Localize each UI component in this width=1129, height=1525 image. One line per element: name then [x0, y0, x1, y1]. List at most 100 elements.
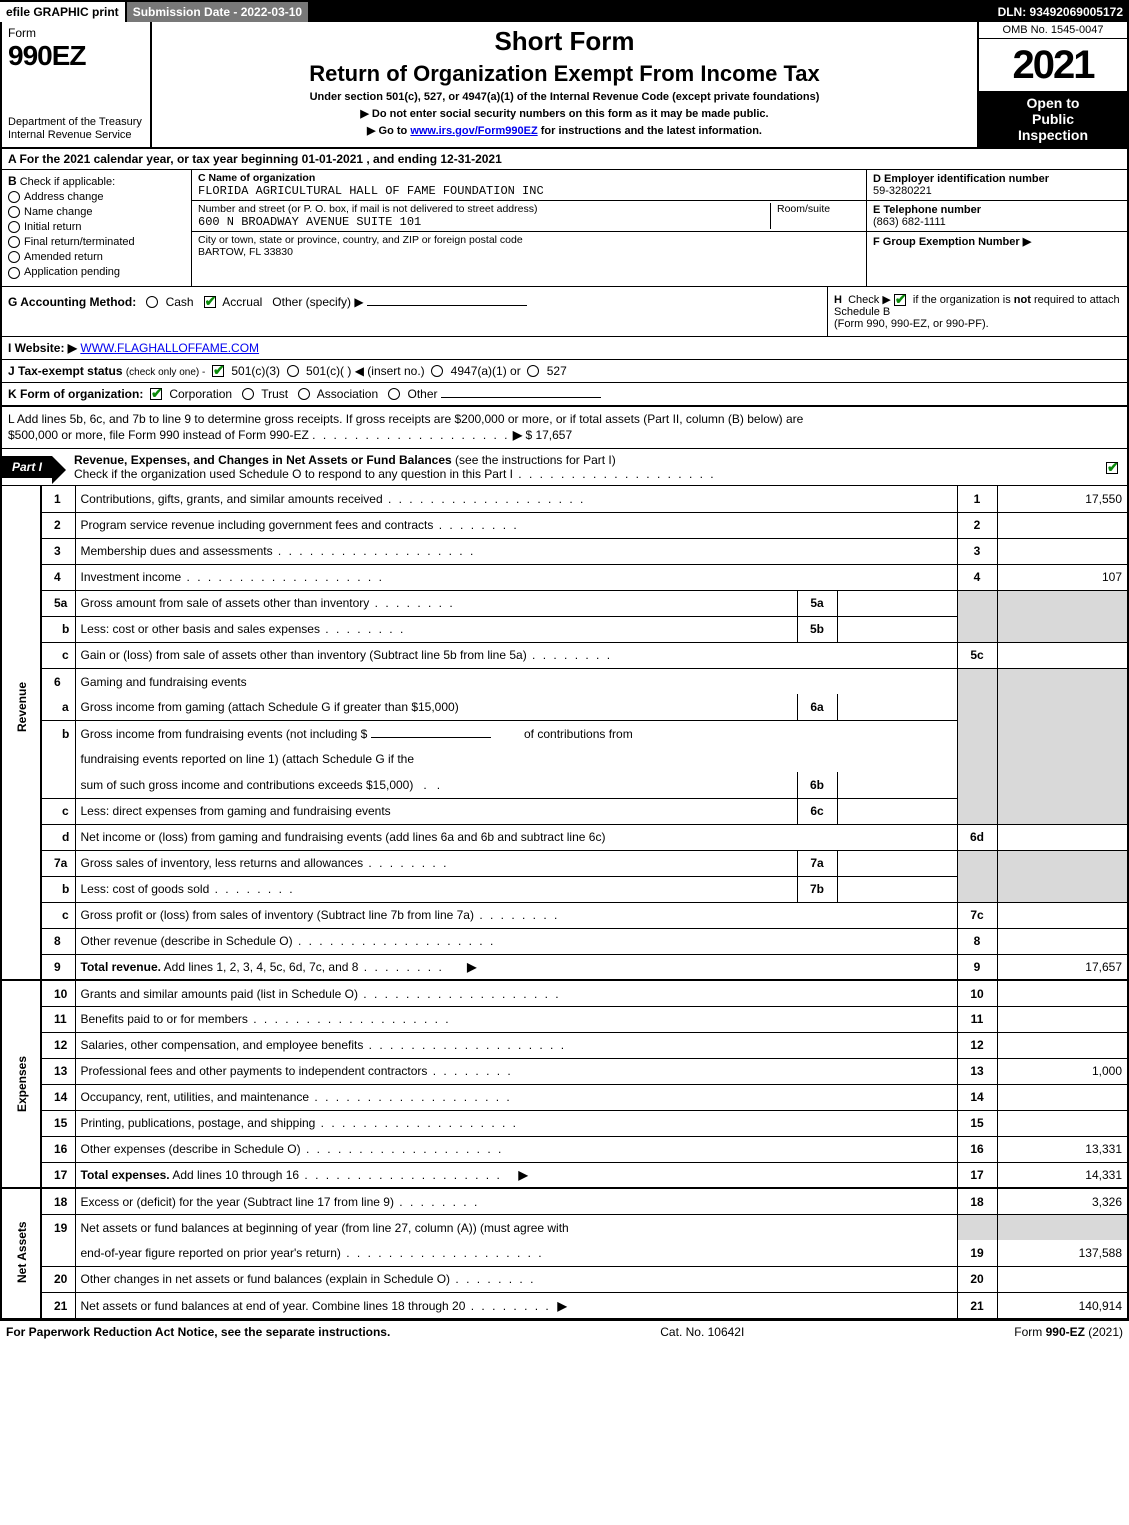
l6b-desc1: Gross income from fundraising events (no…: [75, 720, 957, 746]
row-k-form-org: K Form of organization: ✔ Corporation Tr…: [2, 383, 1127, 407]
l-line2: $500,000 or more, file Form 990 instead …: [8, 428, 309, 442]
l18-num: 18: [41, 1188, 75, 1214]
chk-name-change[interactable]: Name change: [8, 206, 185, 218]
k-assn: Association: [317, 387, 378, 401]
l12-val: [997, 1032, 1127, 1058]
schedule-b-check: H Check ▶ ✔ if the organization is not r…: [827, 287, 1127, 336]
page-footer: For Paperwork Reduction Act Notice, see …: [0, 1320, 1129, 1343]
part-i-header: Part I Revenue, Expenses, and Changes in…: [2, 449, 1127, 486]
l7a-inlab: 7a: [797, 850, 837, 876]
l9-rlab: 9: [957, 954, 997, 980]
k-other: Other: [408, 387, 438, 401]
l6-shade: [957, 668, 997, 694]
chk-501c[interactable]: [287, 365, 299, 377]
chk-trust[interactable]: [242, 388, 254, 400]
l7b-num: b: [41, 876, 75, 902]
chk-corporation[interactable]: ✔: [150, 388, 162, 400]
top-bar: efile GRAPHIC print Submission Date - 20…: [0, 0, 1129, 22]
g-other[interactable]: Other (specify) ▶: [272, 295, 363, 309]
part-i-sub: Check if the organization used Schedule …: [74, 467, 513, 481]
dept-block: Department of the Treasury Internal Reve…: [8, 116, 144, 144]
l21-desc: Net assets or fund balances at end of ye…: [75, 1292, 957, 1318]
l3-desc: Membership dues and assessments: [75, 538, 957, 564]
j-label: J Tax-exempt status: [8, 364, 123, 378]
l1-desc: Contributions, gifts, grants, and simila…: [75, 486, 957, 512]
org-name: FLORIDA AGRICULTURAL HALL OF FAME FOUNDA…: [198, 184, 544, 198]
chk-final-return[interactable]: Final return/terminated: [8, 236, 185, 248]
l2-val: [997, 512, 1127, 538]
g-cash[interactable]: Cash: [166, 295, 194, 309]
l15-desc: Printing, publications, postage, and shi…: [75, 1110, 957, 1136]
chk-schedule-b[interactable]: ✔: [894, 294, 906, 306]
section-b: B Check if applicable: Address change Na…: [2, 170, 192, 286]
l9-val: 17,657: [997, 954, 1127, 980]
l6c-inval: [837, 798, 957, 824]
l5a-shade2: [997, 590, 1127, 616]
chk-other-org[interactable]: [388, 388, 400, 400]
l-arrow: ▶: [513, 428, 522, 442]
org-street-row: Number and street (or P. O. box, if mail…: [192, 201, 866, 232]
part-i-grid: Revenue 1 Contributions, gifts, grants, …: [2, 486, 1127, 1318]
chk-527[interactable]: [527, 365, 539, 377]
l14-val: [997, 1084, 1127, 1110]
ein-value: 59-3280221: [873, 185, 932, 197]
l11-desc: Benefits paid to or for members: [75, 1006, 957, 1032]
l19-rlab: 19: [957, 1240, 997, 1266]
chk-address-change[interactable]: Address change: [8, 191, 185, 203]
revenue-side-label: Revenue: [2, 486, 41, 928]
l13-num: 13: [41, 1058, 75, 1084]
l11-num: 11: [41, 1006, 75, 1032]
l7b-inlab: 7b: [797, 876, 837, 902]
l6d-num: d: [41, 824, 75, 850]
right-info: D Employer identification number 59-3280…: [867, 170, 1127, 286]
l6b-desc3: sum of such gross income and contributio…: [75, 772, 797, 798]
goto-link[interactable]: www.irs.gov/Form990EZ: [410, 125, 537, 137]
l18-rlab: 18: [957, 1188, 997, 1214]
l16-desc: Other expenses (describe in Schedule O): [75, 1136, 957, 1162]
l12-desc: Salaries, other compensation, and employ…: [75, 1032, 957, 1058]
chk-schedule-o[interactable]: ✔: [1101, 460, 1127, 474]
l10-rlab: 10: [957, 980, 997, 1006]
no-ssn-note: ▶ Do not enter social security numbers o…: [160, 107, 969, 120]
l6a-inval: [837, 694, 957, 720]
j-501c3: 501(c)(3): [231, 364, 280, 378]
chk-4947a1[interactable]: [431, 365, 443, 377]
goto-pre: ▶ Go to: [367, 125, 410, 137]
g-accrual[interactable]: Accrual: [222, 295, 262, 309]
j-note: (check only one) -: [126, 367, 205, 378]
chk-association[interactable]: [298, 388, 310, 400]
l11-val: [997, 1006, 1127, 1032]
chk-amended-return[interactable]: Amended return: [8, 251, 185, 263]
l7a-num: 7a: [41, 850, 75, 876]
efile-label[interactable]: efile GRAPHIC print: [0, 2, 127, 22]
org-city: BARTOW, FL 33830: [198, 246, 293, 258]
g-label: G Accounting Method:: [8, 295, 136, 309]
l-amount: $ 17,657: [525, 428, 572, 442]
l18-val: 3,326: [997, 1188, 1127, 1214]
short-form-title: Short Form: [160, 26, 969, 57]
chk-501c3[interactable]: ✔: [212, 365, 224, 377]
org-city-row: City or town, state or province, country…: [192, 232, 866, 260]
l5a-inlab: 5a: [797, 590, 837, 616]
d-label: D Employer identification number: [873, 173, 1049, 185]
l20-rlab: 20: [957, 1266, 997, 1292]
l5b-shade: [957, 616, 997, 642]
website-link[interactable]: WWW.FLAGHALLOFFAME.COM: [80, 341, 259, 355]
l16-num: 16: [41, 1136, 75, 1162]
l5c-num: c: [41, 642, 75, 668]
goto-line: ▶ Go to www.irs.gov/Form990EZ for instru…: [160, 124, 969, 137]
l6-shade2: [997, 668, 1127, 694]
l4-val: 107: [997, 564, 1127, 590]
l2-desc: Program service revenue including govern…: [75, 512, 957, 538]
l20-desc: Other changes in net assets or fund bala…: [75, 1266, 957, 1292]
l21-val: 140,914: [997, 1292, 1127, 1318]
l6c-desc: Less: direct expenses from gaming and fu…: [75, 798, 797, 824]
l5a-inval: [837, 590, 957, 616]
footer-right: Form 990-EZ (2021): [1014, 1325, 1123, 1339]
accounting-method: G Accounting Method: Cash ✔ Accrual Othe…: [2, 287, 827, 336]
chk-application-pending[interactable]: Application pending: [8, 266, 185, 278]
l5a-shade: [957, 590, 997, 616]
b-check-if: Check if applicable:: [20, 176, 115, 188]
chk-initial-return[interactable]: Initial return: [8, 221, 185, 233]
title-block: Short Form Return of Organization Exempt…: [152, 22, 977, 147]
